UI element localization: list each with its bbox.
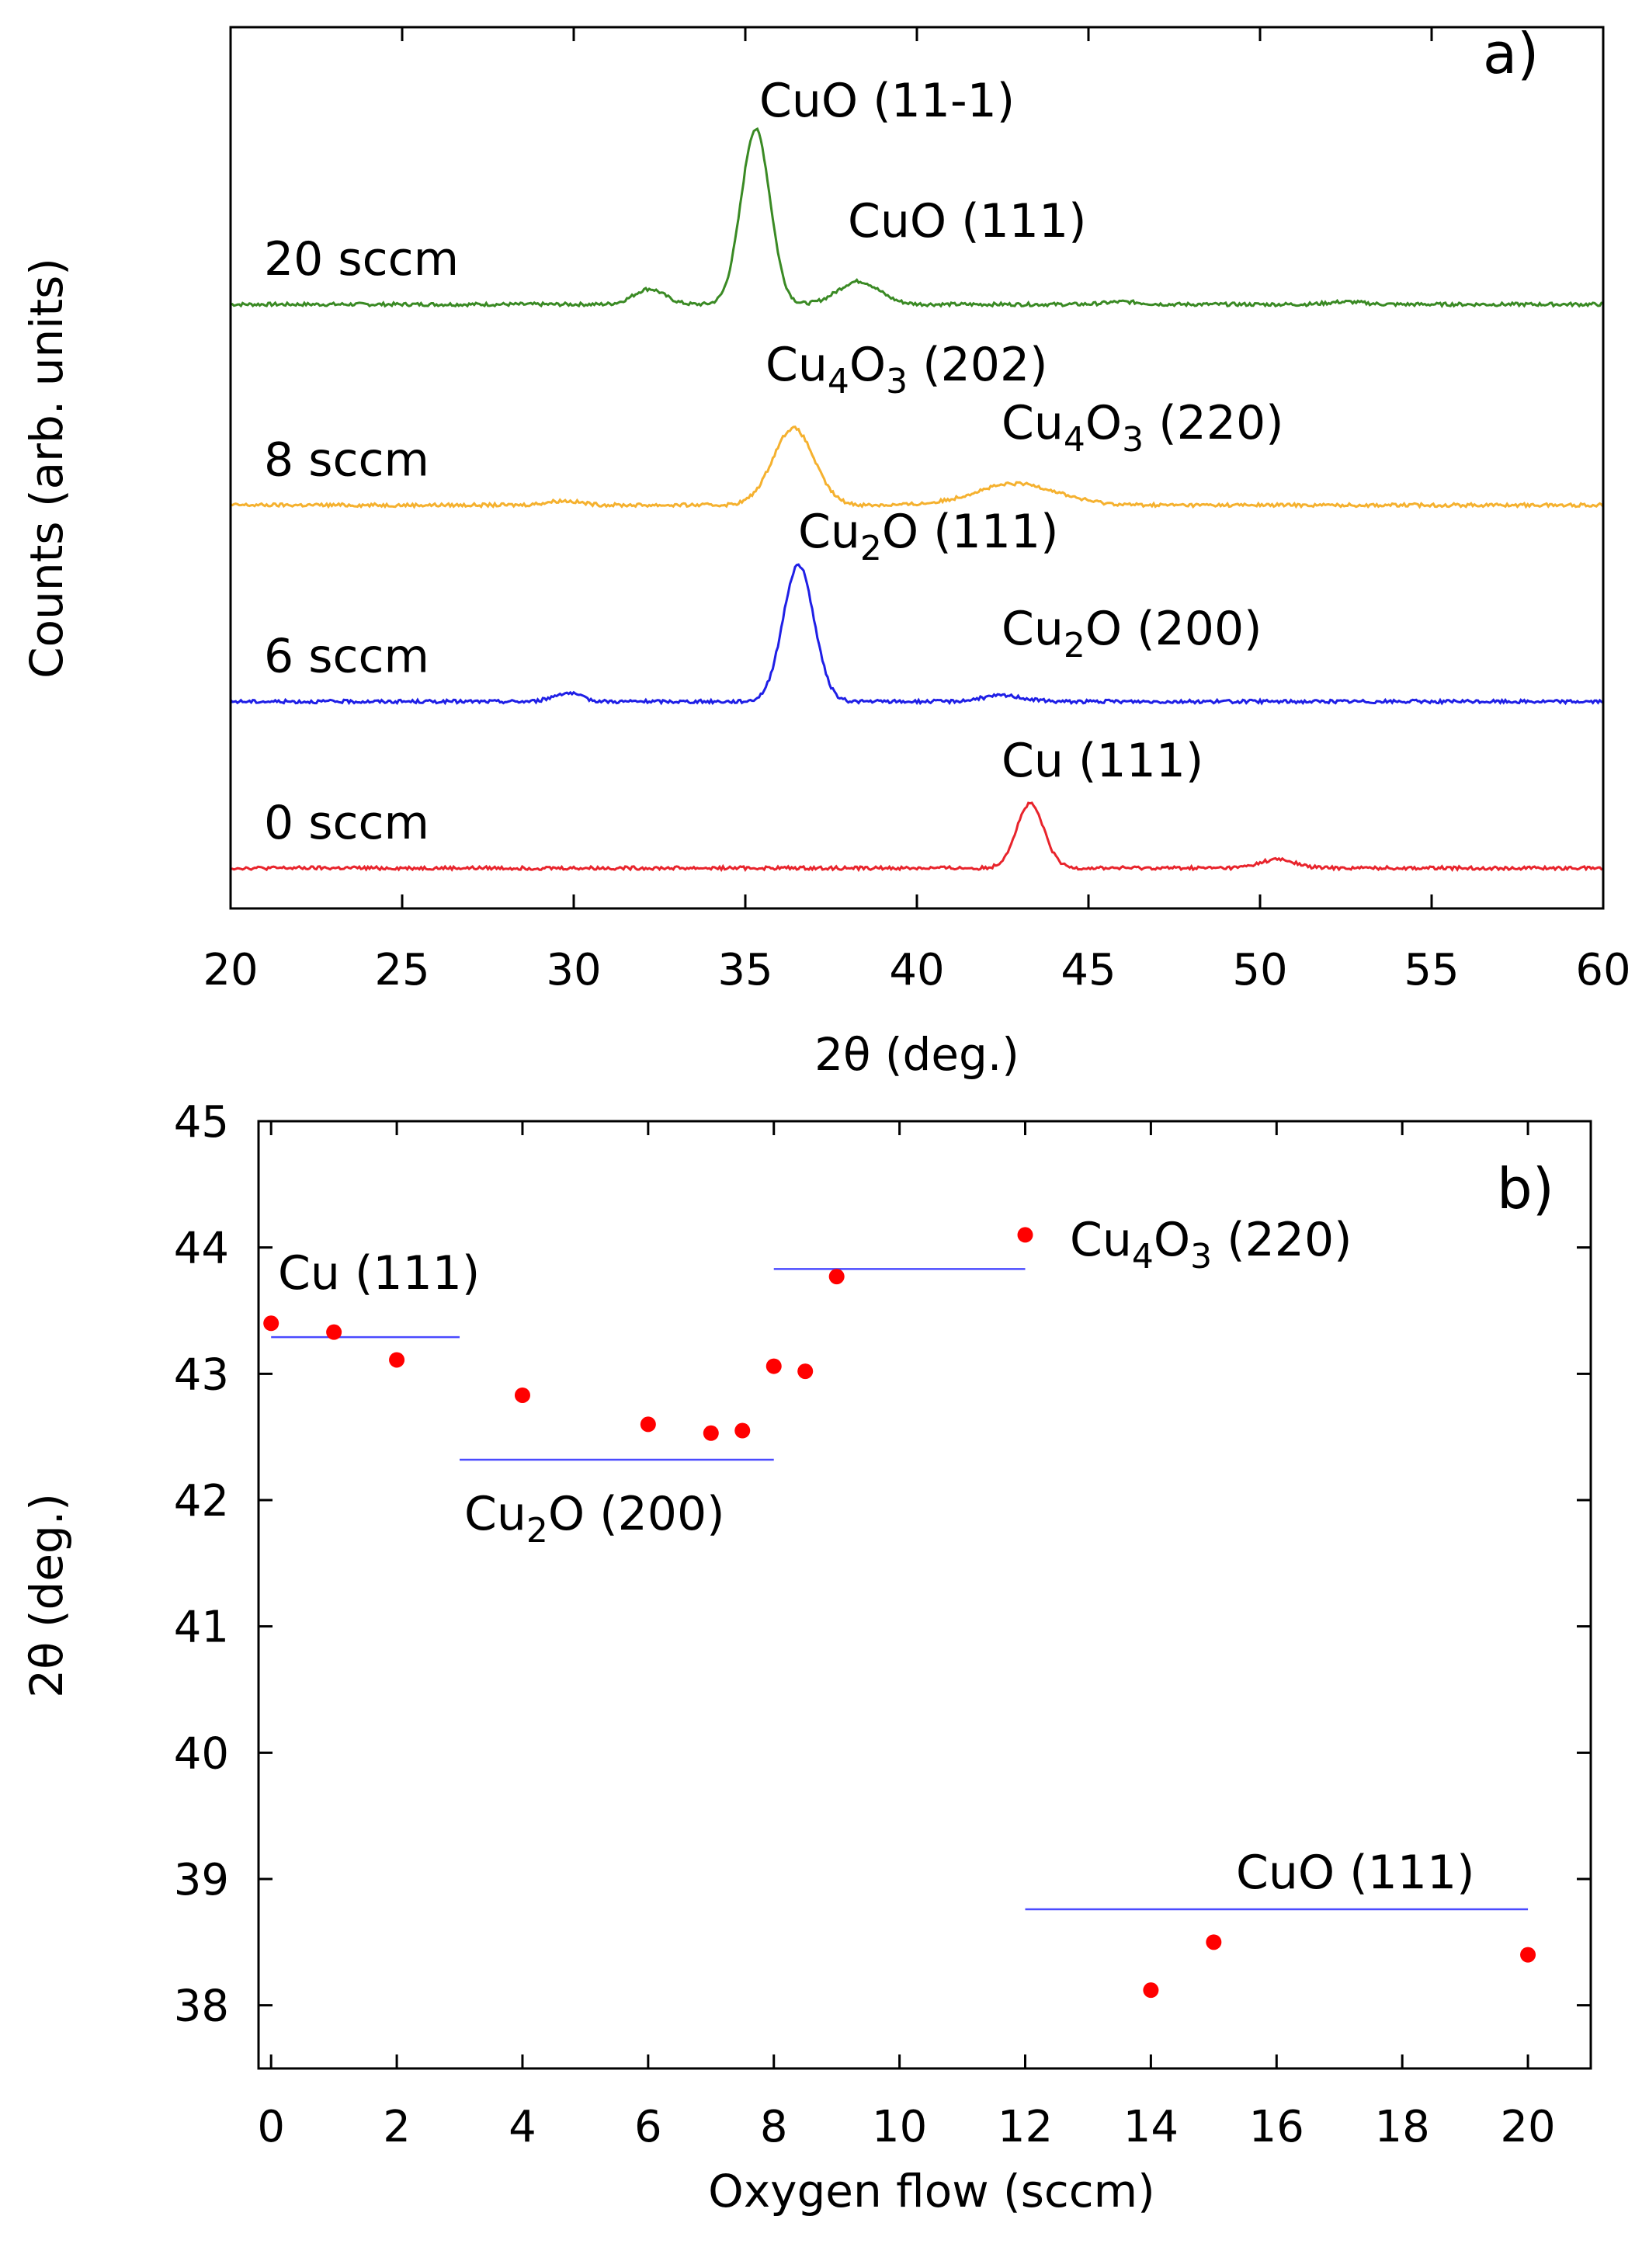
data-point [1206,1934,1222,1950]
series-6-sccm-line [229,563,1604,706]
reference-lines [271,1268,1529,1911]
data-point [1143,1982,1159,1999]
panel-b-annotations: Cu (111) Cu2O (200) Cu4O3 (220) CuO (111) [278,1213,1475,1900]
data-point [797,1363,814,1380]
b-xtick-label: 18 [1375,2102,1430,2152]
b-xtick-label: 4 [509,2102,536,2152]
b-xtick-label: 8 [760,2102,788,2152]
panel-b-frame [257,1120,1592,2070]
a-xtick-label: 30 [546,945,601,995]
peak-annotation-cuo-111: CuO (111) [848,194,1087,248]
series-0-sccm-line [230,801,1604,873]
peak-annotation-cu2o-111: Cu2O (111) [798,505,1059,568]
b-xtick-label: 20 [1500,2102,1555,2152]
b-ytick-label: 43 [174,1349,229,1400]
data-point [640,1416,656,1433]
series-label-0-sccm: 0 sccm [264,796,429,850]
panel-b-ticks: 0 2 4 6 8 10 12 14 16 18 20 38 39 40 41 42 43 44 45 [174,1097,1591,2152]
b-xtick-label: 2 [383,2102,411,2152]
b-xtick-label: 12 [998,2102,1053,2152]
data-point [703,1425,719,1441]
b-ytick-label: 42 [174,1476,229,1526]
panel-a-xlabel: 2θ (deg.) [814,1028,1019,1081]
b-xtick-label: 14 [1123,2102,1179,2152]
panel-a-frame [229,26,1605,910]
panel-b: 0 2 4 6 8 10 12 14 16 18 20 38 39 40 41 42 43 44 45 Cu (11… [20,1097,1592,2218]
ref-label-cuo-111: CuO (111) [1236,1846,1475,1900]
b-xtick-label: 0 [257,2102,285,2152]
data-point [263,1315,279,1332]
series-20-sccm-line [230,127,1604,309]
a-xtick-label: 50 [1232,945,1287,995]
panel-a-x-ticks: 20 25 30 35 40 45 50 55 60 [203,27,1631,995]
data-point [1017,1227,1033,1243]
peak-annotation-cu-111: Cu (111) [1002,734,1203,788]
xrd-curves [229,127,1605,873]
a-xtick-label: 25 [374,945,429,995]
panel-b-xlabel: Oxygen flow (sccm) [708,2165,1155,2218]
b-ytick-label: 41 [174,1603,229,1653]
series-8-sccm-line [230,425,1605,509]
peak-annotation-cuo-11-1: CuO (11-1) [759,74,1015,128]
a-xtick-label: 20 [203,945,258,995]
data-point [734,1422,751,1439]
panel-a-ylabel: Counts (arb. units) [20,258,73,679]
b-ytick-label: 45 [174,1097,229,1148]
data-point [326,1324,342,1340]
series-label-8-sccm: 8 sccm [264,433,429,488]
data-point [514,1387,530,1403]
panel-a: 20 25 30 35 40 45 50 55 60 20 sccm 8 sccm 6 sccm 0 … [20,21,1631,1081]
panel-b-label: b) [1497,1156,1554,1221]
data-point [828,1269,845,1285]
ref-label-cu2o-200: Cu2O (200) [464,1487,725,1551]
b-xtick-label: 10 [872,2102,927,2152]
b-ytick-label: 40 [174,1728,229,1779]
a-xtick-label: 45 [1061,945,1116,995]
data-points [263,1227,1536,1999]
panel-a-curve-labels: 20 sccm 8 sccm 6 sccm 0 sccm [264,232,459,850]
b-xtick-label: 6 [634,2102,662,2152]
a-xtick-label: 35 [717,945,772,995]
ref-label-cu-111: Cu (111) [278,1246,480,1301]
ref-label-cu4o3-220: Cu4O3 (220) [1070,1213,1352,1276]
series-label-20-sccm: 20 sccm [264,232,459,287]
b-ytick-label: 39 [174,1855,229,1905]
peak-annotation-cu2o-200: Cu2O (200) [1002,602,1262,665]
peak-annotation-cu4o3-202: Cu4O3 (202) [765,338,1048,401]
a-xtick-label: 40 [889,945,944,995]
series-label-6-sccm: 6 sccm [264,630,429,684]
b-xtick-label: 16 [1249,2102,1304,2152]
b-ytick-label: 38 [174,1981,229,2032]
data-point [1520,1947,1536,1963]
a-xtick-label: 60 [1575,945,1630,995]
peak-annotation-cu4o3-220: Cu4O3 (220) [1002,396,1284,460]
data-point [765,1358,782,1374]
data-point [389,1352,405,1368]
panel-b-ylabel: 2θ (deg.) [20,1493,73,1698]
panel-a-label: a) [1483,21,1539,86]
b-ytick-label: 44 [174,1224,229,1274]
a-xtick-label: 55 [1404,945,1459,995]
panel-a-annotations: CuO (11-1) CuO (111) Cu4O3 (202)Cu4O3 (220… [759,74,1284,788]
